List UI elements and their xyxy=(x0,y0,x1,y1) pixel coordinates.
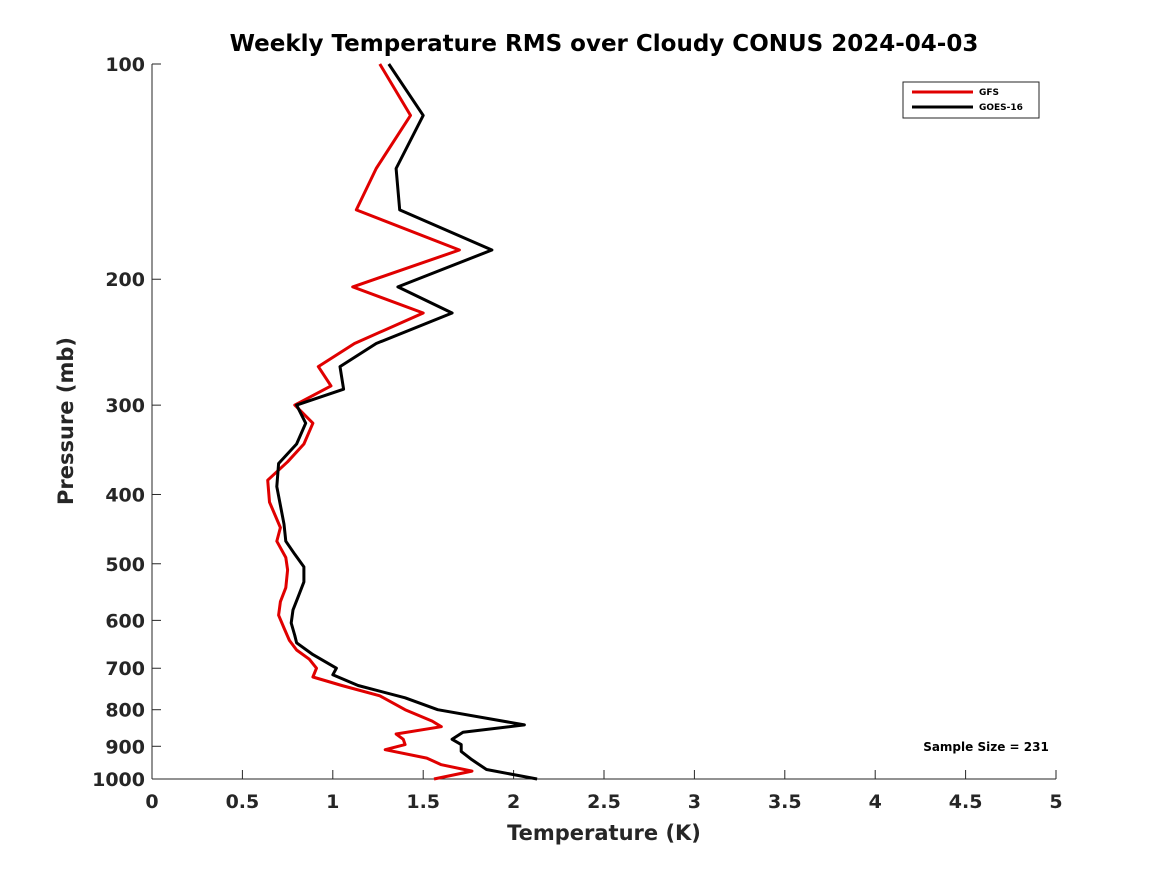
y-tick-label: 1000 xyxy=(92,769,145,791)
sample-size-annotation: Sample Size = 231 xyxy=(923,740,1049,754)
y-tick-label: 800 xyxy=(105,700,145,722)
x-tick-label: 0 xyxy=(145,791,158,813)
x-tick-label: 2 xyxy=(507,791,520,813)
legend-label-gfs: GFS xyxy=(979,88,999,98)
y-tick-label: 700 xyxy=(105,658,145,680)
legend: GFS GOES-16 xyxy=(902,81,1040,119)
legend-box xyxy=(902,81,1040,119)
y-tick-label: 200 xyxy=(105,269,145,291)
x-tick-label: 0.5 xyxy=(226,791,260,813)
x-tick-label: 4 xyxy=(869,791,882,813)
series-line-goes-16 xyxy=(275,63,538,781)
plot-area: 0 0.5 1 1.5 2 2.5 3 3.5 4 4.5 5 100 200 300 400 500 600 7… xyxy=(92,54,1063,813)
y-axis-label: Pressure (mb) xyxy=(54,337,78,505)
x-tick-label: 2.5 xyxy=(587,791,621,813)
x-tick-label: 5 xyxy=(1049,791,1062,813)
x-tick-label: 1.5 xyxy=(406,791,440,813)
y-tick-label: 600 xyxy=(105,610,145,632)
y-tick-label: 100 xyxy=(105,54,145,76)
chart-title: Weekly Temperature RMS over Cloudy CONUS… xyxy=(230,31,979,57)
x-tick-label: 3.5 xyxy=(768,791,802,813)
y-tick-label: 300 xyxy=(105,395,145,417)
x-tick-label: 4.5 xyxy=(949,791,983,813)
x-axis-label: Temperature (K) xyxy=(507,821,701,845)
x-tick-label: 3 xyxy=(688,791,701,813)
y-tick-label: 400 xyxy=(105,484,145,506)
series-line-gfs xyxy=(266,63,474,781)
legend-label-goes-16: GOES-16 xyxy=(979,103,1023,113)
y-tick-label: 500 xyxy=(105,554,145,576)
x-tick-label: 1 xyxy=(326,791,339,813)
y-tick-label: 900 xyxy=(105,736,145,758)
